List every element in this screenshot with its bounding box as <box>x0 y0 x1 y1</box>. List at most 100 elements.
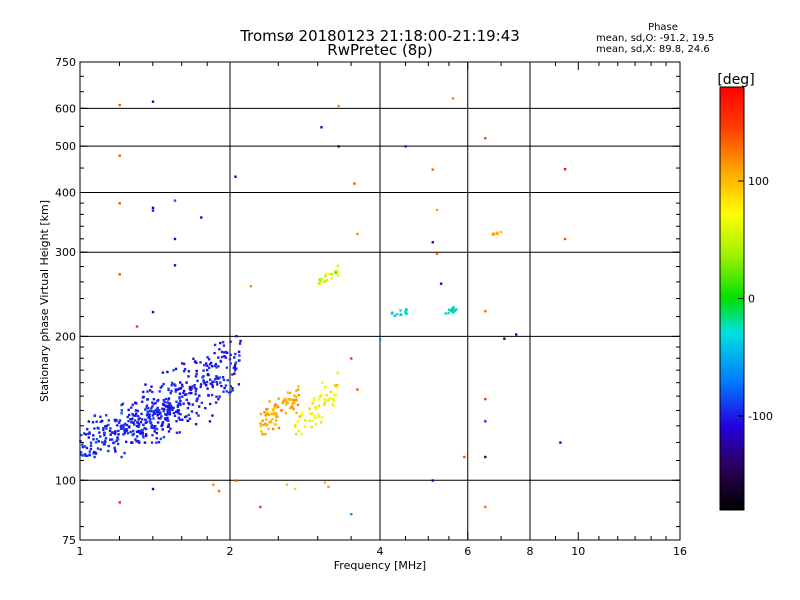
data-point <box>447 311 450 315</box>
data-point <box>164 417 167 420</box>
data-point <box>214 401 218 404</box>
data-point <box>274 423 278 426</box>
data-point <box>289 398 292 401</box>
data-point <box>181 418 184 421</box>
grid-lines <box>80 62 680 540</box>
data-point <box>119 427 123 430</box>
data-point <box>270 412 273 415</box>
data-point <box>120 403 123 407</box>
data-point <box>390 312 394 315</box>
data-point <box>91 421 95 424</box>
data-point <box>83 432 86 435</box>
data-point <box>273 423 276 426</box>
data-point <box>229 340 232 343</box>
data-point <box>288 391 292 395</box>
data-point <box>182 402 185 405</box>
data-point <box>162 436 166 439</box>
data-point <box>95 420 98 423</box>
data-point <box>234 363 237 366</box>
data-point <box>126 432 130 435</box>
data-point <box>147 407 150 410</box>
data-point <box>435 208 439 212</box>
data-point <box>86 427 89 431</box>
data-point <box>222 344 226 347</box>
data-point <box>238 342 242 345</box>
data-point <box>125 424 129 427</box>
data-point <box>217 398 220 401</box>
data-point <box>162 399 165 402</box>
data-point <box>276 415 279 419</box>
data-point <box>197 414 200 417</box>
data-point <box>148 419 152 423</box>
data-point <box>175 410 178 414</box>
data-point <box>80 451 83 454</box>
data-point <box>259 412 262 416</box>
data-point <box>297 393 300 397</box>
data-point <box>265 408 268 411</box>
data-point <box>113 432 117 436</box>
data-point <box>226 379 229 382</box>
data-point <box>185 381 188 384</box>
data-point <box>222 390 225 393</box>
data-point <box>282 399 285 402</box>
data-point <box>323 401 326 404</box>
data-point <box>209 363 212 366</box>
data-point <box>156 414 159 417</box>
data-point <box>272 408 275 412</box>
data-point <box>194 360 197 363</box>
data-point <box>137 441 141 444</box>
data-point <box>234 352 237 356</box>
data-point <box>175 420 178 423</box>
data-point <box>288 407 292 410</box>
data-point <box>157 417 160 420</box>
data-point <box>170 407 174 410</box>
data-point <box>325 279 329 282</box>
data-point <box>332 404 336 408</box>
data-point <box>229 353 232 357</box>
data-point <box>265 418 268 421</box>
data-point <box>196 379 199 383</box>
data-point <box>224 384 228 387</box>
data-point <box>393 314 396 317</box>
data-point <box>102 428 105 431</box>
data-point <box>225 390 228 393</box>
data-point <box>83 453 87 456</box>
data-point <box>223 351 226 354</box>
data-point <box>311 402 314 405</box>
data-point <box>161 424 164 427</box>
data-point <box>182 362 186 366</box>
data-point <box>261 433 264 436</box>
data-point <box>399 309 402 312</box>
data-point <box>205 380 209 384</box>
data-point <box>166 410 169 414</box>
data-point <box>231 373 234 376</box>
data-point <box>132 414 135 417</box>
data-point <box>144 408 147 411</box>
data-point <box>190 392 193 395</box>
data-point <box>318 278 321 281</box>
data-point <box>186 406 190 410</box>
data-point <box>146 390 149 393</box>
data-point <box>329 396 332 400</box>
data-point <box>220 384 223 388</box>
data-point <box>233 369 237 372</box>
data-point <box>286 391 289 394</box>
data-point <box>179 387 182 390</box>
data-point <box>97 440 100 443</box>
data-point <box>133 423 136 426</box>
data-point <box>103 431 106 434</box>
data-point <box>515 333 518 336</box>
data-point <box>150 426 153 429</box>
data-point <box>211 414 214 417</box>
data-point <box>337 274 340 277</box>
data-point <box>128 413 131 417</box>
data-point <box>162 410 165 413</box>
data-point <box>313 396 316 400</box>
data-point <box>136 435 139 438</box>
x-tick-label: 4 <box>377 545 384 558</box>
data-point <box>215 366 218 369</box>
data-point <box>155 437 158 440</box>
data-point <box>141 434 145 437</box>
data-point <box>107 449 110 453</box>
data-point <box>137 425 140 429</box>
